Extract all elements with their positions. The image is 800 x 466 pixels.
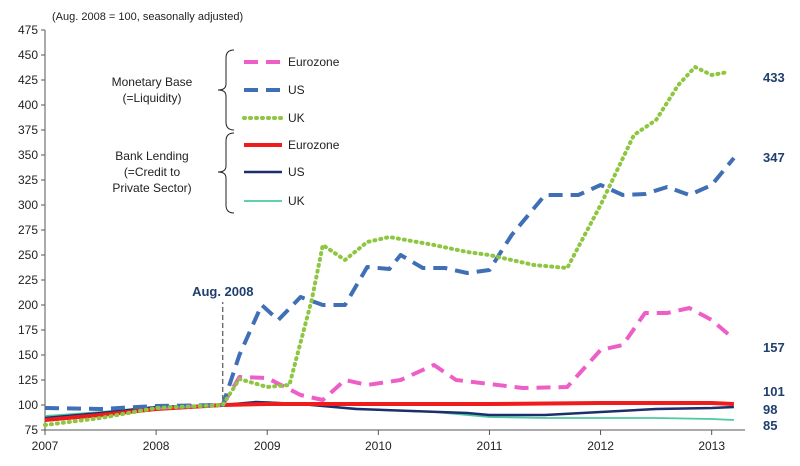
legend: Monetary Base (=Liquidity) Bank Lending (=C… [112, 49, 340, 214]
y-tick-label: 475 [18, 23, 38, 37]
y-tick-label: 200 [18, 298, 38, 312]
y-tick-label: 250 [18, 248, 38, 262]
legend-entry-label: Eurozone [288, 138, 340, 152]
x-tick-label: 2007 [32, 439, 59, 453]
x-tick-label: 2013 [698, 439, 725, 453]
y-tick-label: 225 [18, 273, 38, 287]
series-line-base-eurozone [155, 306, 736, 410]
legend-entry-label: Eurozone [288, 55, 340, 69]
y-tick-label: 425 [18, 73, 38, 87]
legend-group-label: Private Sector) [112, 181, 191, 195]
y-tick-label: 300 [18, 198, 38, 212]
legend-group-label: (=Credit to [124, 165, 181, 179]
x-tick-label: 2008 [143, 439, 170, 453]
y-tick-label: 175 [18, 323, 38, 337]
y-tick-label: 450 [18, 48, 38, 62]
y-tick-label: 100 [18, 398, 38, 412]
chart-subtitle: (Aug. 2008 = 100, seasonally adjusted) [52, 11, 243, 23]
x-tick-label: 2011 [477, 439, 503, 453]
y-tick-label: 125 [18, 373, 38, 387]
end-value-label: 347 [763, 150, 785, 165]
legend-entry-label: UK [288, 194, 305, 208]
legend-entry-label: UK [288, 111, 305, 125]
end-value-label: 85 [763, 418, 777, 433]
end-value-label: 157 [763, 340, 785, 355]
end-value-label: 98 [763, 402, 777, 417]
y-tick-label: 325 [18, 173, 38, 187]
x-tick-label: 2009 [254, 439, 281, 453]
legend-entry-label: US [288, 165, 305, 179]
y-tick-label: 400 [18, 98, 38, 112]
y-tick-label: 75 [25, 423, 39, 437]
legend-group-label: (=Liquidity) [122, 91, 181, 105]
end-value-label: 433 [763, 70, 785, 85]
legend-group-label: Monetary Base [112, 75, 193, 89]
legend-brace [217, 49, 235, 131]
end-value-label: 101 [763, 384, 785, 399]
aug-2008-annotation: Aug. 2008 [192, 284, 253, 299]
series-line-base-uk [43, 65, 731, 427]
legend-group-label: Bank Lending [115, 149, 188, 163]
plot-area: 75 100 125 150 175 200 225 250 275 300 325 350 375 40… [18, 23, 785, 453]
legend-brace [217, 132, 235, 214]
legend-entry-label: US [288, 83, 305, 97]
y-tick-label: 275 [18, 223, 38, 237]
x-tick-label: 2012 [587, 439, 614, 453]
y-tick-label: 350 [18, 148, 38, 162]
x-tick-label: 2010 [365, 439, 392, 453]
y-tick-label: 375 [18, 123, 38, 137]
series-line-base-us [44, 156, 736, 411]
y-tick-label: 150 [18, 348, 38, 362]
